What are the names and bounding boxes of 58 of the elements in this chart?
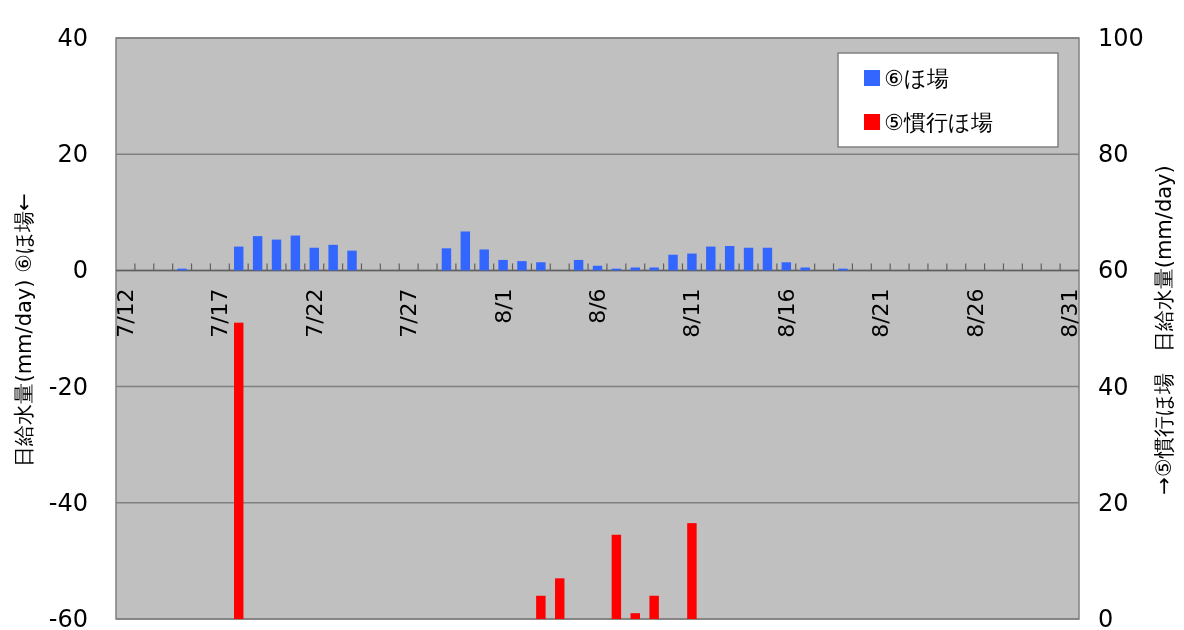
bar [724,246,735,271]
bar [555,578,565,619]
x-tick-label: 8/31 [1057,288,1083,338]
x-tick-label: 7/17 [207,288,233,338]
bar [630,267,640,271]
legend-label: ⑥ほ場 [884,65,949,91]
x-tick-label: 8/26 [962,288,988,338]
y2-tick-label: 100 [1098,24,1144,52]
bar [328,244,338,271]
bar [536,262,546,271]
bar [630,613,640,619]
x-tick-label: 8/6 [585,288,610,324]
x-tick-label: 8/16 [773,288,799,338]
bar [290,235,301,271]
y2-tick-label: 20 [1098,488,1129,517]
y-tick-label: 20 [57,140,88,169]
x-tick-label: 8/21 [868,288,894,338]
bar [573,259,584,271]
bar [762,247,773,271]
bar [611,534,622,619]
bar [668,254,678,271]
bar [706,246,716,271]
y-tick-label: -40 [48,488,88,517]
bar [781,262,792,271]
bar [743,247,754,271]
legend-label: ⑤慣行ほ場 [884,109,993,135]
bar [479,249,489,271]
x-tick-label: 8/11 [679,288,705,338]
x-tick-label: 7/22 [301,288,327,338]
bar [800,267,810,271]
bar [649,267,659,271]
x-tick-label: 7/27 [396,288,422,338]
y2-axis-title: →⑤慣行ほ場 日給水量(mm/day) [1152,165,1176,495]
bar [649,595,659,619]
y-tick-label: 40 [57,24,88,52]
y-tick-label: -20 [48,372,88,401]
bar [536,595,546,619]
y2-tick-label: 0 [1098,605,1114,630]
y-axis-title: 日給水量(mm/day) ⑥ほ場← [12,193,36,467]
bar [309,247,319,271]
bar [234,246,244,271]
bar [347,250,357,271]
bar [441,248,452,271]
y2-tick-label: 40 [1098,372,1129,401]
bar [252,236,263,271]
bar [271,239,282,271]
y2-tick-label: 80 [1098,140,1129,169]
bar [687,253,697,271]
bar [498,259,508,271]
bar [687,523,697,619]
bar [517,261,527,271]
y2-tick-label: 60 [1098,256,1129,285]
bar [460,231,471,271]
x-tick-label: 8/1 [490,288,516,324]
y-tick-label: -60 [48,605,88,630]
x-tick-label: 7/12 [112,288,138,338]
y-tick-label: 0 [72,256,88,285]
bar [234,322,244,619]
